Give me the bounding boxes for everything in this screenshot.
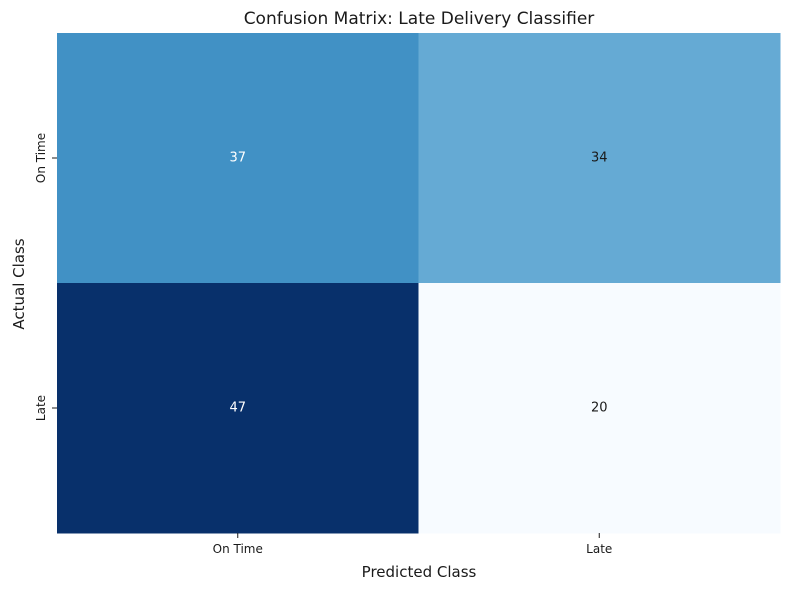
x-axis-ticks: On Time Late bbox=[213, 533, 612, 556]
heatmap-cell bbox=[57, 33, 419, 284]
heatmap-cells bbox=[57, 33, 781, 534]
chart-title: Confusion Matrix: Late Delivery Classifi… bbox=[244, 9, 595, 29]
heatmap-cell-labels: 37 34 47 20 bbox=[229, 151, 607, 416]
y-tick-label: Late bbox=[34, 395, 48, 421]
cell-value-label: 34 bbox=[591, 151, 608, 166]
heatmap-cell bbox=[57, 283, 419, 534]
y-axis-ticks: On Time Late bbox=[34, 133, 57, 421]
x-tick-label: Late bbox=[586, 542, 612, 556]
y-axis-label: Actual Class bbox=[10, 238, 28, 329]
x-tick-label: On Time bbox=[213, 542, 263, 556]
heatmap-cell bbox=[418, 33, 781, 284]
cell-value-label: 37 bbox=[229, 151, 246, 166]
heatmap-cell bbox=[418, 283, 781, 534]
x-axis-label: Predicted Class bbox=[362, 563, 477, 581]
cell-value-label: 47 bbox=[229, 401, 246, 416]
cell-value-label: 20 bbox=[591, 401, 608, 416]
y-tick-label: On Time bbox=[34, 133, 48, 183]
